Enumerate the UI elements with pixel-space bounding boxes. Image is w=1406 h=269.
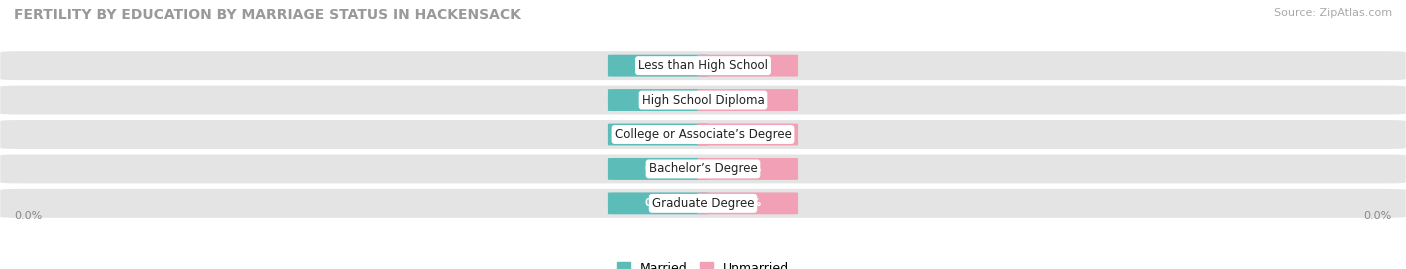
FancyBboxPatch shape: [607, 192, 709, 214]
FancyBboxPatch shape: [0, 189, 1406, 218]
Text: 0.0%: 0.0%: [734, 61, 761, 71]
FancyBboxPatch shape: [607, 89, 709, 111]
Text: 0.0%: 0.0%: [645, 198, 672, 208]
Text: 0.0%: 0.0%: [1364, 211, 1392, 221]
FancyBboxPatch shape: [607, 55, 709, 77]
FancyBboxPatch shape: [607, 158, 709, 180]
Text: Source: ZipAtlas.com: Source: ZipAtlas.com: [1274, 8, 1392, 18]
Text: 0.0%: 0.0%: [645, 61, 672, 71]
Text: 0.0%: 0.0%: [734, 198, 761, 208]
Text: Graduate Degree: Graduate Degree: [652, 197, 754, 210]
FancyBboxPatch shape: [697, 158, 799, 180]
Text: High School Diploma: High School Diploma: [641, 94, 765, 107]
Text: College or Associate’s Degree: College or Associate’s Degree: [614, 128, 792, 141]
Text: 0.0%: 0.0%: [734, 129, 761, 140]
FancyBboxPatch shape: [0, 51, 1406, 80]
FancyBboxPatch shape: [697, 192, 799, 214]
FancyBboxPatch shape: [697, 89, 799, 111]
Text: Bachelor’s Degree: Bachelor’s Degree: [648, 162, 758, 175]
Text: Less than High School: Less than High School: [638, 59, 768, 72]
Text: FERTILITY BY EDUCATION BY MARRIAGE STATUS IN HACKENSACK: FERTILITY BY EDUCATION BY MARRIAGE STATU…: [14, 8, 522, 22]
FancyBboxPatch shape: [0, 154, 1406, 183]
FancyBboxPatch shape: [607, 123, 709, 146]
Legend: Married, Unmarried: Married, Unmarried: [612, 257, 794, 269]
Text: 0.0%: 0.0%: [645, 164, 672, 174]
FancyBboxPatch shape: [697, 123, 799, 146]
Text: 0.0%: 0.0%: [645, 129, 672, 140]
Text: 0.0%: 0.0%: [14, 211, 42, 221]
FancyBboxPatch shape: [697, 55, 799, 77]
Text: 0.0%: 0.0%: [734, 95, 761, 105]
Text: 0.0%: 0.0%: [645, 95, 672, 105]
Text: 0.0%: 0.0%: [734, 164, 761, 174]
FancyBboxPatch shape: [0, 86, 1406, 115]
FancyBboxPatch shape: [0, 120, 1406, 149]
